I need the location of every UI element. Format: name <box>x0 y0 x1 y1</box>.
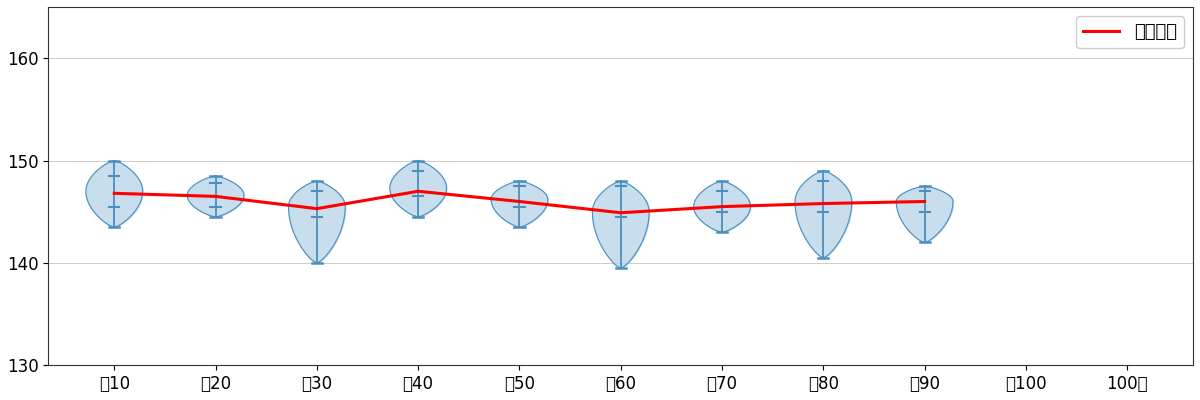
球速平均 <box>918 199 932 204</box>
球速平均 <box>107 191 121 196</box>
球速平均 <box>410 189 425 194</box>
球速平均 <box>512 199 527 204</box>
Line: 球速平均: 球速平均 <box>114 191 925 213</box>
球速平均 <box>209 194 223 199</box>
球速平均 <box>310 206 324 211</box>
Legend: 球速平均: 球速平均 <box>1076 16 1184 48</box>
球速平均 <box>816 201 830 206</box>
球速平均 <box>613 210 628 215</box>
球速平均 <box>715 204 730 209</box>
